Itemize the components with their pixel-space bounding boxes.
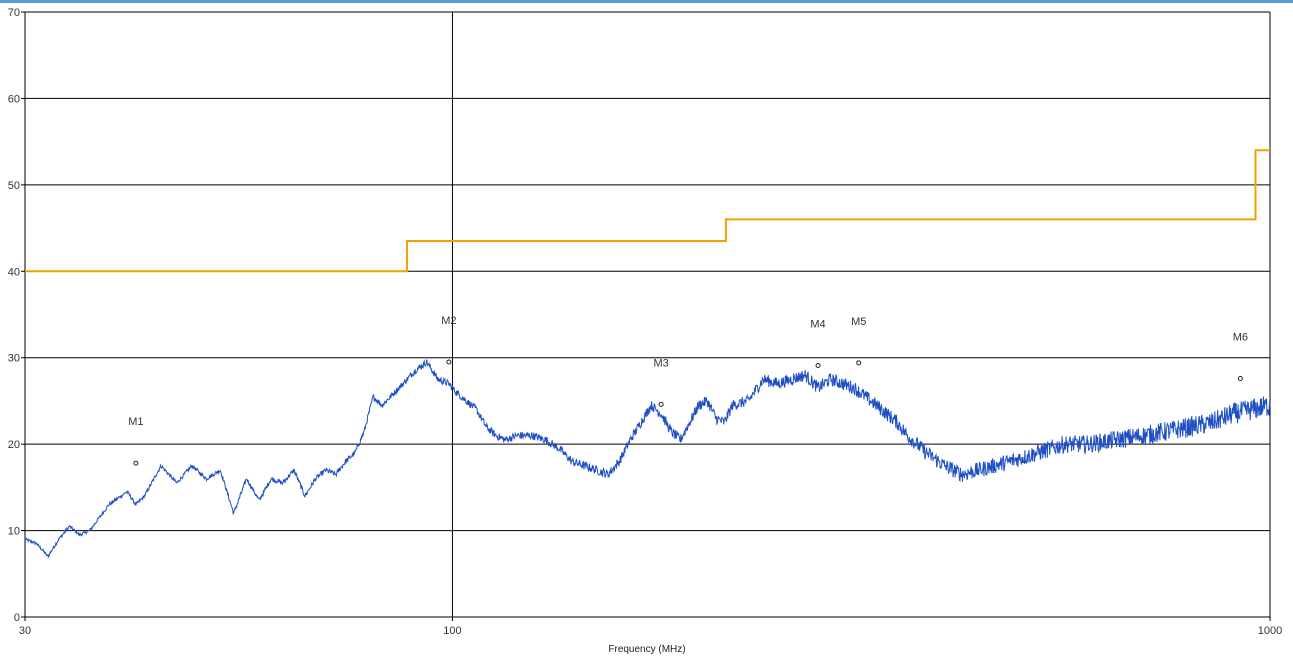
marker-label: M5 — [851, 316, 866, 328]
y-tick-label: 20 — [8, 439, 20, 451]
marker-point — [133, 460, 139, 466]
y-axis-ticks: 0 10 20 30 40 50 60 70 — [8, 7, 25, 624]
x-tick-label: 100 — [443, 625, 461, 637]
marker-point — [658, 401, 664, 407]
marker-point — [815, 362, 821, 368]
chart-grid — [24, 11, 1271, 618]
marker-label: M3 — [654, 357, 669, 369]
x-axis-ticks: 30 100 1000 — [19, 617, 1282, 637]
marker-point — [856, 360, 862, 366]
y-tick-label: 70 — [8, 7, 20, 19]
marker-label: M6 — [1233, 331, 1248, 343]
y-tick-label: 60 — [8, 93, 20, 105]
limit-line — [25, 149, 1270, 273]
x-tick-label: 1000 — [1258, 625, 1282, 637]
measurement-trace — [24, 359, 1271, 559]
marker-point — [446, 359, 452, 365]
y-tick-label: 50 — [8, 180, 20, 192]
chart-markers: M1 M2 M3 M4 M5 M6 — [128, 315, 1248, 466]
marker-point — [1237, 375, 1243, 381]
y-tick-label: 10 — [8, 526, 20, 538]
y-tick-label: 30 — [8, 353, 20, 365]
x-axis-label: Frequency (MHz) — [608, 644, 685, 655]
marker-label: M1 — [128, 416, 143, 428]
x-tick-label: 30 — [19, 625, 31, 637]
top-accent-bar — [0, 0, 1293, 3]
y-tick-label: 0 — [14, 612, 20, 624]
marker-label: M4 — [810, 318, 825, 330]
chart-series — [24, 149, 1271, 559]
y-tick-label: 40 — [8, 266, 20, 278]
marker-label: M2 — [441, 315, 456, 327]
